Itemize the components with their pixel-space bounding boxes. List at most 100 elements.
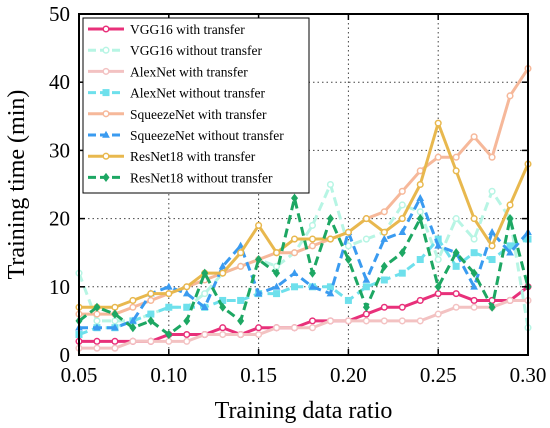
y-tick-label: 20 (49, 207, 70, 231)
data-point (93, 344, 101, 352)
series-0 (75, 283, 532, 345)
data-point (488, 153, 496, 161)
data-point (362, 215, 370, 223)
data-point (183, 337, 191, 345)
data-point (102, 152, 110, 160)
legend-item: AlexNet with transfer (88, 64, 248, 79)
data-point (165, 337, 173, 345)
x-tick-label: 0.05 (61, 363, 98, 387)
legend-label: AlexNet without transfer (130, 86, 265, 101)
data-point (416, 214, 424, 224)
data-point (434, 282, 442, 292)
legend-item: VGG16 with transfer (88, 22, 245, 37)
data-point (362, 235, 370, 243)
data-point (398, 215, 406, 223)
data-point (183, 316, 191, 326)
data-point (218, 262, 227, 270)
data-point (452, 153, 460, 161)
data-point (236, 241, 245, 249)
data-point (93, 323, 101, 331)
data-point (93, 317, 101, 325)
data-point (416, 180, 424, 189)
data-point (452, 303, 460, 311)
data-point (273, 290, 281, 298)
data-point (416, 208, 424, 216)
data-point (470, 133, 478, 141)
data-point (326, 283, 334, 291)
data-point (111, 317, 119, 325)
data-point (380, 228, 388, 236)
data-point (129, 323, 137, 333)
y-tick-label: 0 (60, 343, 71, 367)
y-axis-label: Training time (min) (4, 90, 30, 280)
legend-item: ResNet18 with transfer (88, 149, 256, 164)
data-point (398, 303, 406, 311)
data-point (326, 317, 334, 325)
data-point (506, 248, 514, 256)
series-6 (75, 119, 532, 311)
data-point (470, 282, 478, 290)
data-point (344, 296, 352, 304)
data-point (434, 235, 442, 243)
legend-label: ResNet18 with transfer (130, 149, 256, 164)
data-point (326, 180, 334, 189)
data-point (362, 283, 370, 291)
x-tick-label: 0.25 (420, 363, 457, 387)
data-point (237, 330, 245, 339)
data-point (380, 303, 388, 311)
data-point (255, 254, 263, 265)
data-point (111, 303, 119, 311)
legend-label: VGG16 without transfer (130, 43, 262, 58)
data-point (470, 249, 478, 257)
data-point (237, 316, 245, 326)
data-point (470, 296, 478, 304)
y-tick-label: 10 (49, 275, 70, 299)
data-point (290, 324, 299, 332)
data-point (129, 337, 137, 345)
data-point (201, 290, 209, 298)
data-point (219, 330, 227, 339)
data-point (237, 296, 245, 304)
legend-item: AlexNet without transfer (88, 86, 265, 101)
axis-ticks: 0.05 0.10 0.15 0.20 0.25 0.30 0 10 20 30 40 50 (49, 2, 546, 387)
data-point (380, 261, 388, 271)
legend-label: SqueezeNet without transfer (130, 128, 284, 143)
data-point (111, 309, 119, 319)
data-point (200, 303, 209, 311)
data-point (308, 317, 317, 325)
data-point (165, 290, 173, 298)
legend-box (82, 17, 310, 194)
data-point (362, 317, 370, 325)
y-tick-label: 30 (49, 138, 70, 162)
legend: VGG16 with transfer VGG16 without transfe… (82, 17, 310, 194)
data-point (416, 193, 425, 201)
data-point (308, 268, 316, 278)
data-point (380, 317, 388, 325)
data-point (147, 290, 155, 298)
data-point (434, 241, 443, 249)
data-point (129, 296, 137, 304)
data-point (488, 256, 496, 264)
data-point (470, 235, 478, 243)
data-point (488, 302, 496, 312)
data-point (416, 317, 424, 325)
data-point (93, 302, 101, 312)
data-point (398, 269, 406, 277)
data-point (111, 337, 119, 345)
data-point (470, 268, 478, 278)
data-point (291, 283, 299, 291)
data-point (308, 324, 317, 332)
legend-label: SqueezeNet with transfer (130, 107, 267, 122)
data-point (326, 289, 335, 297)
data-point (506, 242, 514, 250)
data-point (111, 344, 119, 352)
data-point (182, 289, 191, 297)
legend-item: ResNet18 without transfer (88, 170, 273, 185)
data-point (129, 316, 137, 324)
data-point (255, 324, 263, 332)
data-point (165, 303, 173, 311)
series-line (78, 237, 529, 336)
data-point (452, 167, 460, 175)
data-point (434, 310, 442, 318)
